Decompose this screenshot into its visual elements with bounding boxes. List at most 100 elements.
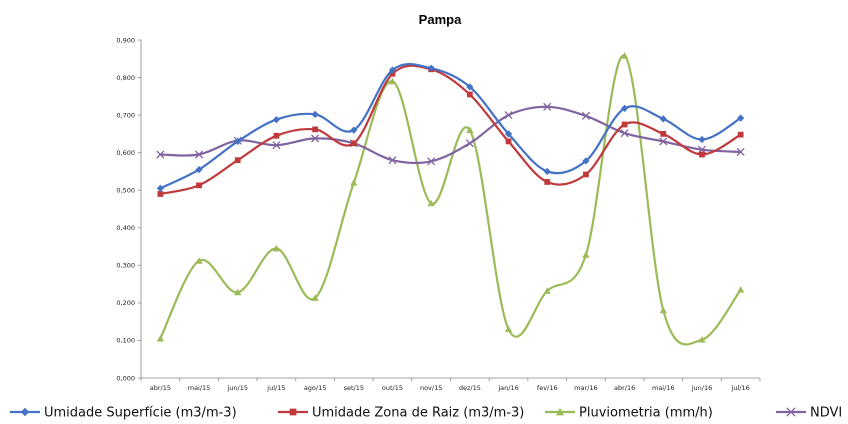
data-point: [427, 199, 435, 207]
x-marker-stroke: [736, 147, 745, 156]
legend-label: Umidade Superfície (m3/m-3): [44, 406, 237, 421]
series-line: [159, 63, 742, 190]
legend-item-2: Umidade Zona de Raiz (m3/m-3): [278, 406, 524, 421]
x-marker-stroke: [194, 150, 204, 159]
data-point: [699, 151, 705, 158]
data-point: [272, 116, 281, 124]
legend-marker: [786, 407, 796, 417]
y-tick-label: 0,600: [116, 149, 135, 157]
data-point: [737, 114, 745, 122]
data-point: [660, 131, 667, 137]
y-tick-label: 0,300: [116, 262, 135, 270]
y-tick-label: 0,200: [116, 299, 135, 307]
data-point: [736, 147, 745, 156]
data-point: [234, 157, 241, 164]
data-point: [620, 52, 629, 59]
data-point: [582, 157, 590, 165]
x-marker-stroke: [581, 111, 590, 120]
x-marker-stroke: [659, 137, 668, 146]
data-point: [465, 139, 474, 148]
data-point: [543, 102, 552, 111]
x-tick-label: mai/16: [652, 384, 675, 392]
data-point: [737, 131, 744, 138]
data-point: [311, 134, 320, 143]
x-tick-label: mai/15: [188, 384, 211, 392]
y-tick-label: 0,700: [116, 111, 135, 119]
data-point: [389, 70, 396, 77]
data-point: [234, 288, 242, 296]
legend-item-3: Pluviometria (mm/h): [545, 406, 713, 421]
data-point: [156, 150, 165, 159]
legend-item-1: Umidade Superfície (m3/m-3): [10, 406, 237, 421]
data-point: [388, 77, 397, 85]
legend-label: Pluviometria (mm/h): [579, 406, 713, 421]
legend-label: Umidade Zona de Raiz (m3/m-3): [312, 406, 524, 421]
data-point: [543, 287, 551, 294]
y-tick-label: 0,500: [116, 187, 135, 195]
data-point: [196, 182, 202, 189]
axes: 0,000 0,100 0,200 0,300 0,400 0,500 0,600 0,700…: [116, 36, 761, 392]
data-point: [427, 157, 436, 166]
x-tick-label: dez/15: [459, 384, 481, 392]
data-point: [312, 126, 318, 133]
data-point: [504, 325, 513, 333]
data-point: [272, 244, 281, 252]
data-point: [698, 336, 706, 343]
x-tick-label: ago/15: [304, 384, 327, 392]
legend-item-4: NDVI: [776, 406, 842, 421]
x-tick-label: set/15: [344, 384, 364, 392]
data-point: [466, 83, 474, 91]
data-point: [234, 137, 242, 145]
x-marker-stroke: [465, 139, 474, 148]
data-point: [583, 171, 589, 178]
series-3: [156, 52, 745, 346]
y-tick-label: 0,400: [116, 224, 135, 232]
series-2: [157, 64, 744, 197]
data-point: [195, 165, 203, 174]
y-tick-label: 0,100: [116, 337, 135, 345]
legend-marker: [289, 408, 297, 416]
data-point: [388, 156, 397, 165]
legend-marker: [20, 407, 30, 417]
data-point: [311, 110, 319, 118]
data-point: [466, 91, 473, 98]
data-point: [659, 115, 667, 123]
data-point: [350, 126, 358, 134]
data-point: [544, 179, 551, 185]
y-tick-label: 0,000: [116, 374, 135, 382]
x-marker-stroke: [272, 141, 281, 150]
data-point: [195, 257, 203, 264]
legend-label: NDVI: [810, 406, 842, 421]
data-point: [581, 111, 590, 120]
data-point: [427, 64, 435, 72]
data-point: [350, 179, 358, 186]
x-tick-label: jun/16: [691, 384, 713, 392]
x-tick-label: jul/16: [731, 384, 750, 392]
data-point: [311, 294, 319, 301]
data-point: [466, 126, 474, 134]
legend-marker: [555, 407, 565, 416]
x-tick-label: nov/15: [420, 384, 442, 392]
series-line: [160, 64, 742, 196]
data-point: [582, 251, 590, 258]
series-layer: [156, 52, 745, 346]
data-point: [621, 121, 628, 128]
series-line: [160, 105, 741, 165]
x-tick-label: fev/16: [537, 384, 558, 392]
series-line: [159, 54, 742, 346]
x-marker-stroke: [311, 134, 320, 143]
x-marker-stroke: [543, 102, 552, 111]
y-tick-label: 0,800: [116, 74, 135, 82]
data-point: [156, 184, 164, 192]
x-tick-label: out/15: [382, 384, 403, 392]
x-tick-label: jan/16: [497, 384, 518, 392]
data-point: [620, 129, 629, 138]
data-point: [388, 66, 397, 74]
data-point: [620, 104, 629, 112]
x-tick-label: abr/16: [614, 384, 635, 392]
y-tick-label: 0,900: [116, 36, 135, 44]
data-point: [504, 111, 513, 120]
data-point: [737, 286, 745, 293]
x-tick-label: jun/15: [226, 384, 248, 392]
